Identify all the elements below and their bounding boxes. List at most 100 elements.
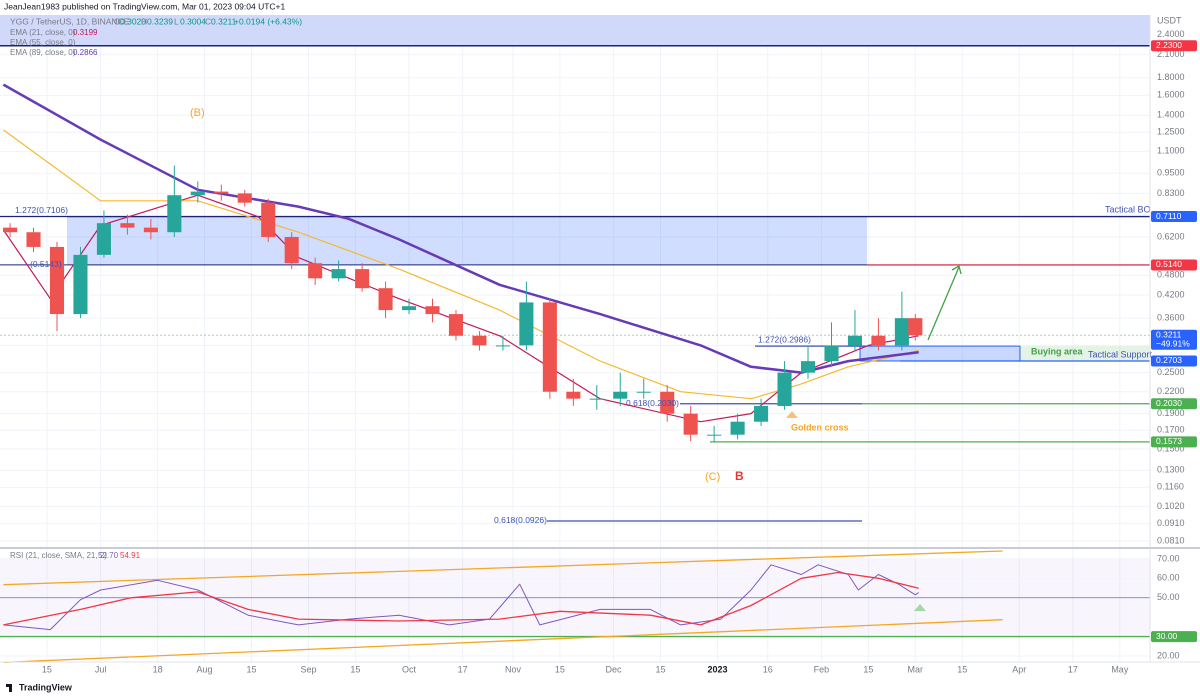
y-tick-label: 0.4800 (1157, 270, 1185, 280)
rsi-title: RSI (21, close, SMA, 21, 2) (10, 551, 107, 560)
candle-body (566, 391, 581, 399)
x-tick-label: Feb (814, 664, 830, 674)
golden-cross-marker (786, 411, 798, 418)
x-tick-label: Jul (95, 664, 107, 674)
zone-box (67, 216, 867, 265)
x-tick-label: Sep (300, 664, 316, 674)
candle-body (707, 434, 722, 436)
price-tag-label: 0.2703 (1156, 355, 1182, 365)
y-tick-label: 0.0910 (1157, 518, 1185, 528)
footer-brand: TradingView (19, 682, 73, 692)
candle-body (73, 254, 88, 315)
y-tick-label: 2.1000 (1157, 49, 1185, 59)
price-tag-label: 0.7110 (1156, 211, 1182, 221)
x-tick-label: 15 (246, 664, 256, 674)
rsi-tag-label: 30.00 (1156, 631, 1178, 641)
price-tag-label: 0.3211 (1156, 329, 1182, 339)
quote-value: 0.3239 (147, 16, 173, 26)
candle-body (472, 335, 487, 346)
quote-label: O (114, 16, 121, 26)
price-tag-label: 0.5140 (1156, 259, 1182, 269)
y-tick-label: 1.4000 (1157, 110, 1185, 120)
axis-unit: USDT (1157, 15, 1182, 25)
quote-label: C (205, 16, 211, 26)
x-tick-label: Mar (908, 664, 924, 674)
legend-value: 0.3199 (73, 28, 98, 37)
y-tick-label: 2.4000 (1157, 29, 1185, 39)
quote-change: +0.0194 (+6.43%) (234, 16, 302, 26)
candle-body (425, 306, 440, 315)
x-tick-label: 15 (655, 664, 665, 674)
candle-body (847, 335, 862, 346)
annotation: Golden cross (791, 422, 849, 432)
y-tick-label: 0.9500 (1157, 168, 1185, 178)
x-tick-label: Nov (505, 664, 522, 674)
candle-body (26, 232, 41, 247)
x-tick-label: May (1111, 664, 1129, 674)
candle-body (495, 345, 510, 347)
x-tick-label: 15 (863, 664, 873, 674)
x-tick-label: 18 (153, 664, 163, 674)
candle-body (519, 302, 534, 346)
annotation: Tactical BO (1105, 204, 1151, 214)
y-tick-label: 1.2500 (1157, 127, 1185, 137)
legend-value: 0.2866 (73, 48, 98, 57)
y-tick-label: 1.1000 (1157, 146, 1185, 156)
candle-body (143, 227, 158, 233)
quote-value: 0.3211 (211, 16, 237, 26)
candle-body (589, 398, 604, 400)
annotation: (B) (190, 107, 205, 119)
price-tag (1151, 329, 1197, 350)
candle-body (167, 195, 182, 233)
candle-body (96, 223, 111, 255)
candle-body (636, 391, 651, 393)
price-tag-label: 0.1573 (1156, 436, 1182, 446)
zone-label-box (1020, 346, 1150, 361)
brand-logo (6, 684, 12, 692)
candle-body (49, 246, 65, 315)
rsi-tick-label: 20.00 (1157, 650, 1180, 660)
candle-body (355, 269, 370, 289)
fib-label: (0.5143) (30, 259, 62, 269)
rsi-trendline (3, 550, 1003, 586)
rsi-tick-label: 70.00 (1157, 553, 1180, 563)
fib-label: 0.618(0.0926) (494, 515, 547, 525)
x-tick-label: Apr (1012, 664, 1026, 674)
candle-body (660, 391, 675, 414)
quote-value: 0.3020 (120, 16, 146, 26)
rsi-marker (914, 604, 926, 611)
candle-body (3, 227, 18, 233)
annotation: B (735, 469, 744, 483)
fib-label: 0.618(0.2030) (626, 398, 679, 408)
quote-label: H (141, 16, 147, 26)
candle-body (331, 269, 346, 279)
price-tag-note: −49.91% (1156, 338, 1190, 348)
y-tick-label: 1.8000 (1157, 72, 1185, 82)
resistance-band (0, 15, 1150, 46)
symbol-title: YGG / TetherUS, 1D, BINANCE (10, 16, 130, 26)
price-tag-label: 0.2030 (1156, 398, 1182, 408)
main-layer: 15 Jul 18 Aug 15 Sep 15 Oct 17 Nov 15 Dec 15 2023 16 Fe… (0, 15, 1185, 674)
candle-body (284, 236, 299, 264)
candle-body (120, 223, 135, 228)
rsi-tag (1151, 631, 1197, 643)
candle-body (308, 263, 323, 279)
candle-body (754, 405, 769, 422)
rsi-line (3, 564, 919, 631)
candle-body (448, 314, 464, 336)
annotation: Tactical Support (1088, 349, 1153, 359)
x-tick-label: Aug (197, 664, 213, 674)
rsi-legend-value: 52.70 (98, 551, 119, 560)
rsi-line (3, 571, 919, 626)
price-tag (1151, 40, 1197, 52)
y-tick-label: 0.1700 (1157, 425, 1185, 435)
candle-body (871, 335, 886, 346)
candle-body (237, 193, 252, 203)
y-tick-label: 0.1500 (1157, 443, 1185, 453)
x-tick-label: 17 (1068, 664, 1078, 674)
y-tick-label: 0.6200 (1157, 231, 1185, 241)
price-tag (1151, 436, 1197, 448)
zone-label: Buying area (1031, 346, 1084, 356)
y-tick-label: 0.1020 (1157, 501, 1185, 511)
